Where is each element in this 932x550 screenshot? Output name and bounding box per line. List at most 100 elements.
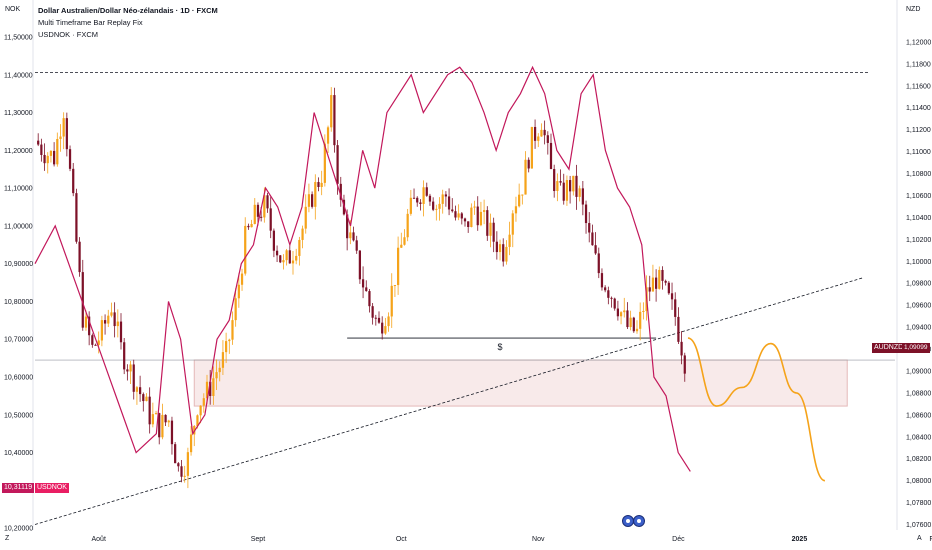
- candle-body: [352, 232, 355, 241]
- emoji-eyes-icon[interactable]: [622, 515, 645, 529]
- left-axis-tick: 10,50000: [4, 412, 33, 419]
- candle-body: [228, 339, 231, 342]
- right-axis-tick: 1,11800: [906, 61, 931, 68]
- candle-body: [320, 182, 323, 187]
- chart-title: Dollar Australien/Dollar Néo-zélandais ·…: [38, 6, 218, 15]
- right-axis-tick: 1,10600: [906, 193, 931, 200]
- left-axis-tick: 10,90000: [4, 261, 33, 268]
- right-axis-tick: 1,12000: [906, 39, 931, 46]
- candle-body: [581, 188, 584, 205]
- right-axis-tick: 1,09000: [906, 368, 931, 375]
- candle-body: [530, 126, 534, 169]
- right-axis-tick: 1,11600: [906, 83, 931, 90]
- candle-body: [247, 225, 250, 228]
- candle-body: [358, 250, 362, 280]
- candle-body: [438, 203, 441, 209]
- candle-body: [648, 287, 651, 292]
- candle-body: [221, 352, 225, 368]
- candle-body: [37, 140, 40, 145]
- candle-body: [135, 387, 139, 392]
- candle-body: [288, 250, 291, 264]
- candle-body: [94, 344, 97, 346]
- candle-body: [521, 194, 524, 196]
- candle-body: [314, 182, 317, 207]
- left-axis-tick: 11,50000: [4, 35, 33, 42]
- candle-body: [161, 414, 164, 438]
- right-axis-tick: 1,09600: [906, 303, 931, 310]
- candle-body: [451, 209, 454, 212]
- x-axis-tick: 2025: [792, 536, 808, 543]
- x-axis-tick: Févr: [929, 536, 932, 543]
- candle-body: [282, 260, 285, 263]
- candle-body: [674, 299, 677, 317]
- right-axis-tick: 1,07800: [906, 500, 931, 507]
- candle-body: [81, 272, 84, 328]
- candle-body: [361, 279, 365, 288]
- candle-body: [467, 221, 470, 228]
- candle-body: [527, 159, 530, 169]
- candle-body: [84, 316, 88, 328]
- candle-body: [683, 355, 686, 374]
- candle-body: [470, 207, 473, 228]
- auto-scale-button[interactable]: A: [917, 535, 922, 542]
- overlay-symbol-label: USDNOK · FXCM: [38, 30, 98, 39]
- candle-body: [164, 414, 167, 423]
- candle-body: [562, 182, 565, 201]
- candle-body: [508, 234, 511, 247]
- candle-body: [100, 320, 104, 341]
- right-axis-tick: 1,10000: [906, 259, 931, 266]
- candle-body: [177, 463, 180, 467]
- candle-body: [272, 230, 276, 251]
- candle-body: [326, 127, 330, 144]
- candle-body: [123, 342, 126, 370]
- candle-body: [568, 180, 572, 192]
- candle-body: [250, 223, 253, 228]
- candle-body: [629, 317, 632, 328]
- candle-body: [374, 317, 377, 319]
- candle-body: [62, 118, 65, 137]
- candle-body: [215, 372, 218, 379]
- x-axis-tick: Déc: [672, 536, 685, 543]
- candle-body: [607, 290, 610, 298]
- candle-body: [183, 475, 186, 477]
- candle-body: [307, 194, 311, 207]
- left-axis-tick: 11,00000: [4, 223, 33, 230]
- candle-body: [575, 175, 578, 197]
- candle-body: [145, 396, 148, 402]
- candle-body: [142, 394, 145, 402]
- candle-body: [495, 241, 498, 253]
- candle-body: [381, 322, 384, 334]
- candle-body: [635, 328, 639, 332]
- candle-body: [339, 183, 342, 200]
- demand-zone: [193, 359, 848, 407]
- candle-body: [285, 250, 288, 261]
- candle-body: [543, 129, 546, 136]
- candle-body: [658, 269, 661, 289]
- candle-body: [119, 321, 123, 343]
- left-axis-tick: 10,20000: [4, 526, 33, 533]
- candle-body: [428, 195, 432, 202]
- timezone-left-icon[interactable]: Z: [5, 535, 10, 542]
- candle-body: [572, 175, 575, 192]
- left-price-tag: 10,31119: [2, 483, 35, 493]
- candle-body: [218, 367, 221, 373]
- candle-body: [78, 241, 81, 273]
- candle-body: [231, 320, 234, 340]
- candle-body: [651, 277, 655, 292]
- projection-curve: [687, 337, 826, 482]
- right-axis-currency: NZD: [906, 6, 921, 13]
- candle-body: [65, 118, 68, 150]
- candle-body: [368, 291, 371, 307]
- candle-body: [616, 308, 620, 317]
- candle-body: [473, 206, 476, 208]
- candle-body: [266, 195, 269, 209]
- left-axis-tick: 10,60000: [4, 375, 33, 382]
- right-symbol-tag: AUDNZD: [872, 343, 906, 353]
- candle-body: [435, 208, 438, 210]
- candle-body: [556, 181, 559, 192]
- candle-body: [463, 218, 467, 222]
- candle-body: [116, 321, 119, 327]
- candle-body: [202, 398, 205, 406]
- candle-body: [330, 95, 333, 128]
